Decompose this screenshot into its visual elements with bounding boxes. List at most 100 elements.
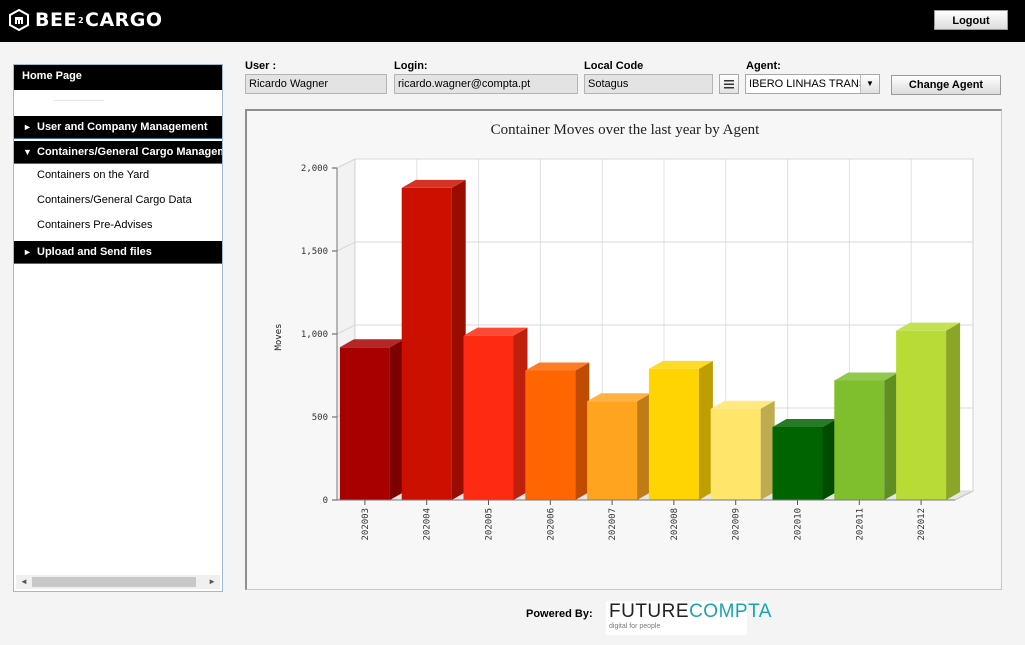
y-tick-label: 0: [323, 496, 328, 506]
sidebar-menu: Home Page ► User and Company Management ▼…: [13, 64, 223, 592]
bar-side[interactable]: [698, 360, 713, 500]
gridline-horizontal: [336, 158, 973, 169]
user-field[interactable]: Ricardo Wagner: [245, 74, 387, 94]
sidebar-item-user-company[interactable]: ► User and Company Management: [14, 116, 222, 139]
bar-top[interactable]: [525, 362, 590, 371]
bee2cargo-logo: BEE2CARGO: [8, 6, 163, 34]
bar-front[interactable]: [339, 347, 390, 500]
y-axis-label: Moves: [274, 323, 284, 350]
bar-202008[interactable]: [648, 360, 713, 500]
sidebar-item-label: Containers/General Cargo Management: [37, 146, 222, 158]
y-tick-label: 1,000: [301, 330, 328, 340]
y-tick-label: 1,500: [301, 247, 328, 257]
sidebar-subitem-cargo-data[interactable]: Containers/General Cargo Data: [37, 194, 192, 206]
bar-top[interactable]: [648, 360, 713, 369]
bar-top[interactable]: [587, 393, 652, 402]
bar-202009[interactable]: [710, 400, 775, 500]
bar-side[interactable]: [513, 327, 528, 500]
x-tick-label: 202012: [917, 508, 927, 541]
bar-side[interactable]: [575, 362, 590, 500]
container-moves-chart: Container Moves over the last year by Ag…: [274, 122, 974, 541]
user-label: User :: [245, 60, 277, 72]
bar-front[interactable]: [648, 368, 699, 500]
login-label: Login:: [394, 60, 428, 72]
bar-side[interactable]: [451, 179, 466, 501]
x-tick-label: 202007: [608, 508, 618, 541]
x-tick-label: 202006: [546, 508, 556, 541]
divider: [54, 100, 104, 101]
bar-top[interactable]: [772, 418, 837, 427]
bar-side[interactable]: [884, 372, 899, 500]
local-code-label: Local Code: [584, 60, 644, 72]
agent-select-value: IBERO LINHAS TRANSPORTES: [749, 78, 861, 90]
bar-202012[interactable]: [896, 322, 961, 500]
bar-front[interactable]: [463, 335, 514, 500]
bar-side[interactable]: [946, 322, 961, 500]
sidebar-subitem-containers-yard[interactable]: Containers on the Yard: [37, 169, 150, 181]
scroll-left-icon[interactable]: ◄: [20, 577, 28, 586]
x-tick-label: 202009: [732, 508, 742, 541]
futurecompta-logo: FUTURECOMPTA digital for people: [606, 601, 771, 635]
x-tick-label: 202005: [485, 508, 495, 541]
bar-side[interactable]: [637, 393, 652, 500]
sidebar-item-label: User and Company Management: [37, 121, 208, 133]
bar-top[interactable]: [339, 339, 404, 348]
bar-202003[interactable]: [339, 339, 404, 500]
change-agent-button[interactable]: Change Agent: [891, 75, 1001, 95]
bar-front[interactable]: [710, 408, 761, 500]
bar-top[interactable]: [896, 322, 961, 331]
login-field[interactable]: ricardo.wagner@compta.pt: [394, 74, 578, 94]
x-tick-label: 202008: [670, 508, 680, 541]
logout-button[interactable]: Logout: [934, 10, 1008, 30]
x-tick-label: 202003: [361, 508, 371, 541]
bar-202011[interactable]: [834, 372, 899, 500]
bar-side[interactable]: [760, 400, 775, 500]
bar-side[interactable]: [389, 339, 404, 500]
x-tick-label: 202011: [855, 508, 865, 541]
futurecompta-logo-text: FUTURECOMPTA: [609, 601, 772, 622]
list-icon: [724, 79, 734, 88]
bar-side[interactable]: [822, 418, 837, 500]
sidebar-item-home[interactable]: Home Page: [14, 65, 222, 90]
list-icon-button[interactable]: [719, 74, 739, 94]
bar-top[interactable]: [463, 327, 528, 336]
bar-front[interactable]: [401, 187, 452, 501]
bar-front[interactable]: [772, 426, 823, 500]
bar-top[interactable]: [710, 400, 775, 409]
y-tick-label: 500: [312, 413, 328, 423]
sidebar-item-label: Upload and Send files: [37, 246, 152, 258]
local-code-field[interactable]: Sotagus: [584, 74, 713, 94]
x-tick-label: 202004: [423, 508, 433, 541]
powered-by-label: Powered By:: [526, 608, 593, 620]
bar-202010[interactable]: [772, 418, 837, 500]
agent-select[interactable]: IBERO LINHAS TRANSPORTES ▼: [745, 74, 880, 94]
top-bar: BEE2CARGO Logout: [0, 0, 1025, 42]
arrow-right-icon: ►: [23, 122, 32, 132]
bar-top[interactable]: [834, 372, 899, 381]
scrollbar-thumb[interactable]: [32, 577, 196, 587]
sidebar-subitem-pre-advises[interactable]: Containers Pre-Advises: [37, 219, 153, 231]
scroll-right-icon[interactable]: ►: [208, 577, 216, 586]
bar-front[interactable]: [834, 380, 885, 500]
chart-title: Container Moves over the last year by Ag…: [491, 122, 761, 138]
sidebar-item-containers-cargo[interactable]: ▼ Containers/General Cargo Management: [14, 141, 222, 164]
agent-label: Agent:: [746, 60, 781, 72]
gridline-horizontal: [336, 241, 973, 252]
logo-text: BEE2CARGO: [35, 9, 163, 31]
y-tick-label: 2,000: [301, 164, 328, 174]
bar-202006[interactable]: [525, 362, 590, 500]
chart-panel: Container Moves over the last year by Ag…: [245, 109, 1002, 590]
chevron-down-icon[interactable]: ▼: [860, 75, 879, 93]
bar-front[interactable]: [896, 330, 947, 500]
arrow-down-icon: ▼: [23, 147, 32, 157]
bar-202005[interactable]: [463, 327, 528, 500]
bar-front[interactable]: [525, 370, 576, 500]
bar-front[interactable]: [587, 401, 638, 500]
bar-202004[interactable]: [401, 179, 466, 501]
bar-top[interactable]: [401, 179, 466, 188]
hexagon-logo-icon: [9, 9, 29, 31]
bar-202007[interactable]: [587, 393, 652, 500]
sidebar-item-upload-send[interactable]: ► Upload and Send files: [14, 241, 222, 264]
horizontal-scrollbar[interactable]: ◄ ►: [16, 575, 220, 589]
gridline-horizontal: [336, 324, 973, 335]
